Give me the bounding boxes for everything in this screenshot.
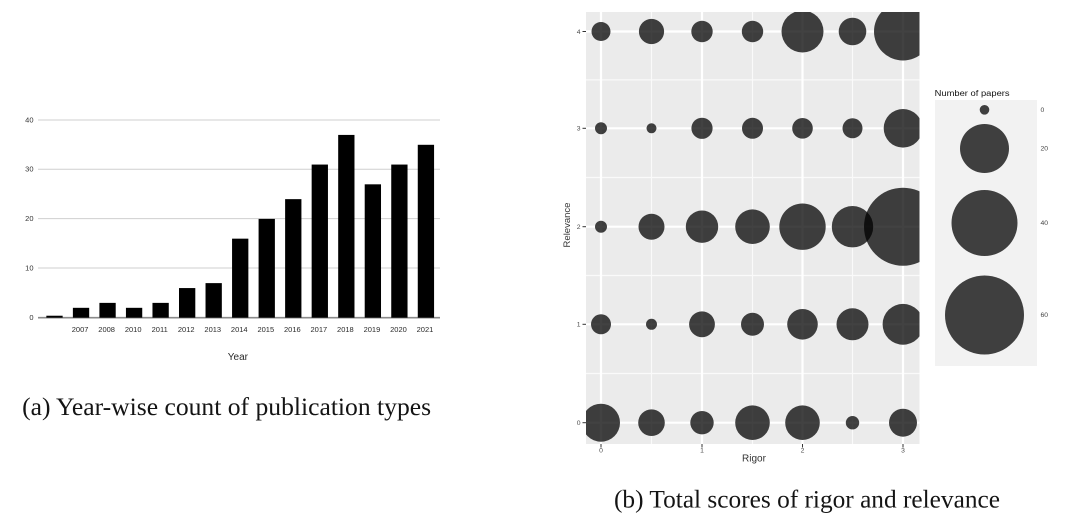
svg-text:2: 2 <box>577 224 581 231</box>
svg-text:2019: 2019 <box>364 325 381 334</box>
svg-text:3: 3 <box>577 126 581 133</box>
svg-text:40: 40 <box>1041 220 1049 227</box>
svg-text:1: 1 <box>577 322 581 329</box>
svg-text:2020: 2020 <box>390 325 407 334</box>
svg-text:0: 0 <box>577 420 581 427</box>
svg-text:2017: 2017 <box>311 325 328 334</box>
svg-text:0: 0 <box>1041 107 1045 114</box>
svg-text:20: 20 <box>25 214 33 223</box>
svg-text:Rigor: Rigor <box>742 454 767 465</box>
svg-text:Number of papers: Number of papers <box>935 89 1010 98</box>
svg-text:2: 2 <box>801 448 805 455</box>
svg-text:30: 30 <box>25 165 33 174</box>
svg-text:2021: 2021 <box>417 325 434 334</box>
svg-text:10: 10 <box>25 263 33 272</box>
svg-text:2016: 2016 <box>284 325 301 334</box>
svg-text:2014: 2014 <box>231 325 248 334</box>
svg-text:1: 1 <box>700 448 704 455</box>
svg-text:2015: 2015 <box>257 325 274 334</box>
svg-text:0: 0 <box>599 448 603 455</box>
svg-text:2012: 2012 <box>178 325 195 334</box>
svg-text:60: 60 <box>1041 312 1049 319</box>
svg-text:2013: 2013 <box>204 325 221 334</box>
svg-text:(b) Total scores of rigor and: (b) Total scores of rigor and relevance <box>614 487 1000 514</box>
svg-text:4: 4 <box>577 29 581 36</box>
svg-text:2018: 2018 <box>337 325 354 334</box>
svg-text:Year: Year <box>228 352 249 363</box>
svg-text:2008: 2008 <box>98 325 115 334</box>
svg-text:0: 0 <box>29 313 33 322</box>
svg-text:Relevance: Relevance <box>562 203 573 248</box>
svg-text:40: 40 <box>25 115 33 124</box>
svg-text:20: 20 <box>1041 146 1049 153</box>
svg-text:(a) Year-wise count of publica: (a) Year-wise count of publication types <box>22 394 431 421</box>
svg-text:2007: 2007 <box>72 325 89 334</box>
svg-text:2010: 2010 <box>125 325 142 334</box>
svg-text:2011: 2011 <box>152 325 168 334</box>
svg-text:3: 3 <box>901 448 905 455</box>
